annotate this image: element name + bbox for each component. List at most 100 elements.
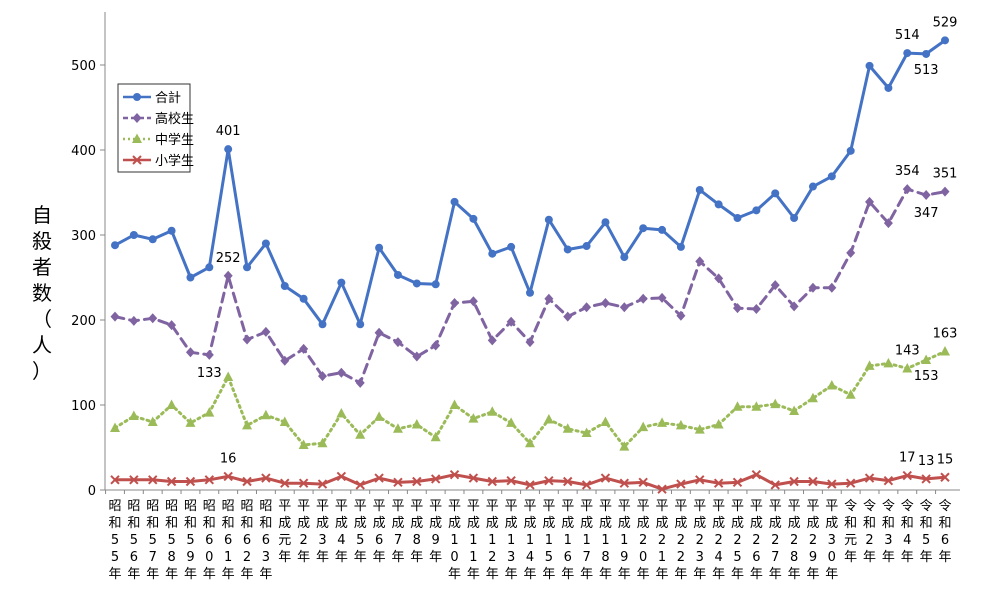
data-point bbox=[600, 416, 611, 426]
x-tick-char: 1 bbox=[545, 533, 553, 548]
x-tick-char: 成 bbox=[448, 516, 461, 531]
y-axis-title: 自殺者数（人） bbox=[32, 203, 52, 383]
x-tick-char: 成 bbox=[599, 516, 612, 531]
x-tick-label: 昭和 6 2 年 bbox=[241, 499, 254, 582]
legend-swatch-marker bbox=[132, 155, 142, 165]
data-point bbox=[657, 292, 667, 303]
data-point bbox=[488, 249, 497, 258]
x-tick-char: 年 bbox=[316, 550, 329, 565]
x-tick-char: 年 bbox=[599, 567, 612, 582]
x-tick-char: 成 bbox=[788, 516, 801, 531]
data-label: 13 bbox=[918, 454, 935, 469]
x-tick-label: 平成 2 1 年 bbox=[656, 499, 669, 582]
x-tick-char: 成 bbox=[825, 516, 838, 531]
data-point bbox=[619, 478, 630, 488]
x-tick-char: 1 bbox=[620, 533, 628, 548]
x-tick-label: 平成 1 8 年 bbox=[599, 499, 612, 582]
data-point bbox=[110, 422, 120, 432]
x-tick-char: 4 bbox=[714, 550, 722, 565]
x-tick-char: 2 bbox=[809, 533, 817, 548]
data-point bbox=[242, 334, 252, 345]
x-tick-char: 昭 bbox=[127, 499, 140, 514]
x-tick-char: 成 bbox=[580, 516, 593, 531]
x-tick-char: 年 bbox=[373, 550, 386, 565]
x-tick-char: 平 bbox=[731, 499, 744, 514]
data-point bbox=[393, 337, 403, 348]
x-tick-char: 平 bbox=[750, 499, 763, 514]
x-tick-char: 5 bbox=[922, 533, 930, 548]
x-tick-char: 1 bbox=[469, 550, 477, 565]
data-point bbox=[921, 474, 931, 484]
data-point bbox=[714, 200, 723, 209]
data-label: 513 bbox=[914, 63, 939, 78]
legend-label: 合計 bbox=[155, 90, 181, 106]
data-point bbox=[280, 282, 289, 290]
series-line bbox=[113, 350, 947, 449]
data-point bbox=[374, 327, 384, 338]
data-label: 401 bbox=[216, 124, 241, 139]
x-tick-char: 和 bbox=[165, 516, 178, 531]
data-point bbox=[224, 145, 233, 154]
x-tick-char: 年 bbox=[410, 550, 423, 565]
data-point bbox=[751, 469, 762, 480]
x-tick-char: 成 bbox=[806, 516, 819, 531]
x-tick-char: 平 bbox=[297, 499, 310, 514]
x-tick-char: 成 bbox=[542, 516, 555, 531]
data-point bbox=[205, 263, 214, 272]
x-tick-char: 和 bbox=[882, 516, 895, 531]
x-tick-char: 9 bbox=[186, 550, 194, 565]
x-tick-char: 4 bbox=[526, 550, 534, 565]
data-point bbox=[544, 475, 554, 486]
data-point bbox=[223, 371, 234, 381]
data-point bbox=[506, 316, 516, 327]
x-tick-label: 令和 3 年 bbox=[882, 499, 895, 565]
data-point bbox=[261, 473, 271, 483]
data-point bbox=[808, 282, 818, 293]
x-tick-char: 2 bbox=[658, 533, 666, 548]
y-axis-title-char: 自 bbox=[32, 203, 52, 227]
x-tick-label: 平成 7 年 bbox=[391, 499, 404, 565]
data-point bbox=[487, 476, 497, 487]
data-point bbox=[770, 280, 780, 291]
data-point bbox=[450, 197, 459, 206]
x-tick-char: 年 bbox=[637, 567, 650, 582]
data-point bbox=[827, 282, 837, 293]
data-label: 347 bbox=[914, 206, 939, 221]
x-tick-char: 和 bbox=[901, 516, 914, 531]
data-point bbox=[676, 479, 686, 489]
y-tick-label: 300 bbox=[71, 229, 96, 244]
x-tick-char: 2 bbox=[677, 550, 685, 565]
data-point bbox=[318, 320, 327, 329]
x-tick-char: 昭 bbox=[259, 499, 272, 514]
x-tick-char: 1 bbox=[507, 533, 515, 548]
data-point bbox=[166, 399, 177, 409]
x-tick-label: 平成 9 年 bbox=[429, 499, 442, 565]
x-tick-label: 昭和 6 3 年 bbox=[259, 499, 272, 582]
x-tick-char: 年 bbox=[259, 567, 272, 582]
data-point bbox=[204, 475, 215, 485]
data-point bbox=[695, 475, 705, 485]
x-tick-char: 0 bbox=[450, 550, 458, 565]
x-tick-char: 年 bbox=[788, 567, 801, 582]
x-tick-char: 6 bbox=[205, 533, 213, 548]
data-point bbox=[449, 399, 460, 409]
x-tick-label: 令和 5 年 bbox=[920, 499, 933, 565]
x-tick-char: 平 bbox=[354, 499, 367, 514]
x-tick-char: 8 bbox=[601, 550, 609, 565]
data-point bbox=[110, 475, 120, 485]
data-point bbox=[374, 411, 385, 421]
data-point bbox=[846, 146, 855, 155]
data-point bbox=[374, 473, 384, 483]
x-tick-char: 成 bbox=[637, 516, 650, 531]
legend-swatch-marker bbox=[133, 93, 141, 101]
x-tick-char: 平 bbox=[542, 499, 555, 514]
x-tick-label: 平成 1 2 年 bbox=[486, 499, 499, 582]
data-point bbox=[261, 326, 271, 337]
x-tick-char: 年 bbox=[241, 567, 254, 582]
data-point bbox=[411, 419, 422, 429]
x-tick-char: 和 bbox=[241, 516, 254, 531]
data-point bbox=[865, 61, 874, 70]
x-tick-char: 5 bbox=[733, 550, 741, 565]
